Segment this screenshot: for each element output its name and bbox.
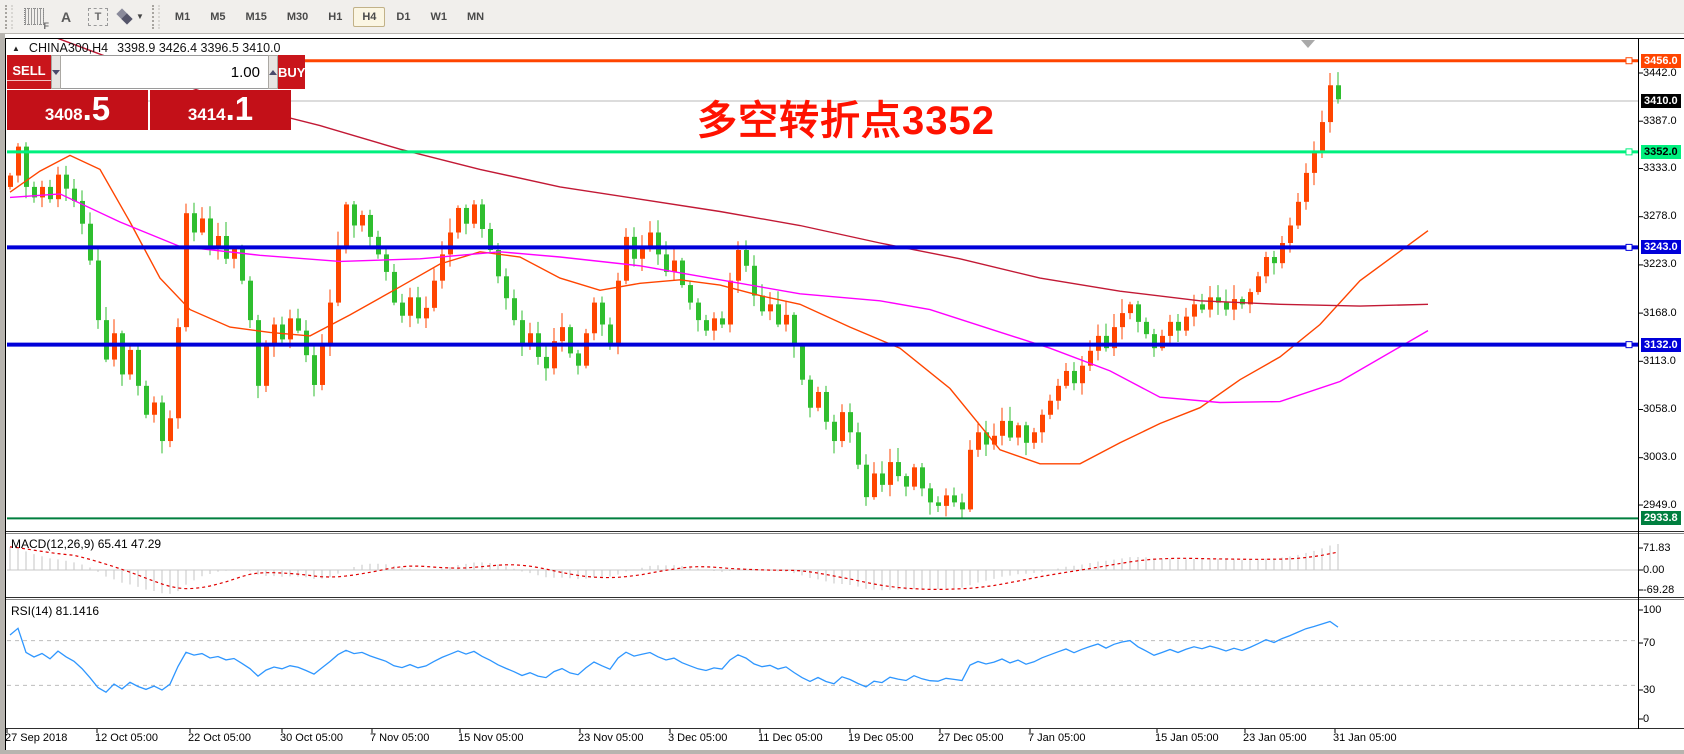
timeframe-m5[interactable]: M5: [210, 10, 226, 23]
macd-histogram: [9, 544, 1339, 594]
candles-layer: [8, 72, 1341, 519]
price-tick-label: 3223.0: [1643, 258, 1677, 271]
dotted-grid-f-icon[interactable]: F: [21, 5, 49, 31]
rsi-axis-label: 70: [1643, 636, 1656, 649]
fast-ma-line: [9, 154, 1429, 465]
price-level-label: 3352.0: [1641, 144, 1681, 159]
symbol-title: CHINA300,H4: [28, 41, 109, 55]
chart-header: ▲ CHINA300,H4 3398.9 3426.4 3396.5 3410.…: [12, 41, 280, 55]
text-a-icon[interactable]: A: [60, 8, 72, 25]
price-tick-label: 3333.0: [1643, 162, 1677, 175]
macd-label: MACD(12,26,9) 65.41 47.29: [11, 537, 162, 551]
chart-shift-marker-icon[interactable]: [1301, 40, 1315, 48]
date-tick-label: 19 Dec 05:00: [848, 732, 914, 744]
line-handle[interactable]: [1625, 57, 1633, 65]
macd-axis-label: 0.00: [1643, 563, 1665, 576]
line-handle[interactable]: [1625, 148, 1633, 156]
price-tick-label: 3278.0: [1643, 210, 1677, 223]
mid-ma-line: [9, 193, 1429, 404]
ohlc-quotes: 3398.9 3426.4 3396.5 3410.0: [117, 41, 281, 55]
chart-annotation-text[interactable]: 多空转折点3352: [697, 99, 995, 143]
date-tick-label: 12 Oct 05:00: [95, 732, 158, 744]
rsi-label: RSI(14) 81.1416: [11, 604, 100, 618]
line-handle[interactable]: [1625, 243, 1633, 251]
sell-price-button[interactable]: 3408.5: [7, 90, 148, 130]
buy-price-button[interactable]: 3414.1: [150, 90, 291, 130]
line-handle[interactable]: [1625, 341, 1633, 349]
timeframe-m1[interactable]: M1: [174, 10, 191, 23]
date-tick-label: 7 Jan 05:00: [1028, 732, 1086, 744]
macd-axis-label: 71.83: [1643, 541, 1671, 554]
window-bottom-edge: [0, 750, 1684, 754]
timeframe-bar: M1 M5 M15 M30 H1 H4 D1 W1 MN: [165, 6, 494, 27]
collapse-icon[interactable]: ▲: [12, 43, 20, 53]
buy-button[interactable]: BUY: [278, 55, 306, 89]
price-tick-label: 3003.0: [1643, 451, 1677, 464]
chart-window-left-border: [5, 38, 6, 750]
price-level-label: 3243.0: [1641, 240, 1681, 255]
price-tick-label: 3442.0: [1643, 66, 1677, 79]
price-tick-label: 3168.0: [1643, 306, 1677, 319]
price-tick-label: 3113.0: [1643, 354, 1676, 367]
macd-rsi-separator[interactable]: [6, 597, 1684, 598]
main-macd-separator-shade: [6, 533, 1684, 534]
price-tick-label: 3058.0: [1643, 402, 1677, 415]
timeframe-mn[interactable]: MN: [466, 10, 485, 23]
rsi-axis-label: 0: [1643, 712, 1650, 725]
date-tick-label: 27 Sep 2018: [5, 732, 68, 744]
dropdown-caret-icon: ▼: [136, 12, 144, 21]
date-tick-label: 23 Jan 05:00: [1243, 732, 1307, 744]
shapes-icon[interactable]: ▼: [116, 5, 144, 29]
sell-button[interactable]: SELL: [7, 55, 51, 89]
one-click-trade-panel: SELL BUY 3408.5 3414.1: [7, 55, 306, 130]
date-tick-label: 15 Jan 05:00: [1155, 732, 1219, 744]
date-tick-label: 22 Oct 05:00: [188, 732, 251, 744]
rsi-plot-layer: [7, 620, 1638, 694]
price-level-label: 3132.0: [1641, 337, 1681, 352]
timeframe-w1[interactable]: W1: [430, 10, 447, 23]
window-left-edge: [0, 34, 5, 754]
date-tick-label: 30 Oct 05:00: [280, 732, 343, 744]
macd-rsi-separator-shade: [6, 599, 1684, 600]
timeframe-m15[interactable]: M15: [245, 10, 267, 23]
date-tick-label: 3 Dec 05:00: [668, 732, 728, 744]
timeframe-d1[interactable]: D1: [396, 10, 411, 23]
toolbar-grip[interactable]: [151, 4, 160, 29]
date-tick-label: 11 Dec 05:00: [758, 732, 823, 744]
price-level-label: 3410.0: [1641, 94, 1681, 109]
rsi-line: [9, 620, 1339, 694]
date-tick-label: 7 Nov 05:00: [370, 732, 430, 744]
macd-signal-line: [9, 546, 1339, 591]
timeframe-m30[interactable]: M30: [286, 10, 309, 23]
toolbar-grip[interactable]: [5, 4, 13, 29]
rsi-axis-label: 30: [1643, 683, 1656, 696]
text-box-t-icon[interactable]: T: [85, 5, 111, 29]
date-tick-label: 23 Nov 05:00: [578, 732, 644, 744]
price-level-label: 3456.0: [1641, 53, 1681, 68]
timeframe-h1[interactable]: H1: [328, 10, 343, 23]
volume-decrease-button[interactable]: [51, 55, 61, 89]
date-tick-label: 15 Nov 05:00: [458, 732, 524, 744]
rsi-bottom-border: [6, 728, 1684, 729]
macd-plot-layer: [7, 544, 1638, 594]
price-tick-label: 3387.0: [1643, 114, 1677, 127]
main-macd-separator[interactable]: [6, 531, 1684, 532]
price-axis-line: [1638, 38, 1639, 729]
top-toolbar: F A T ▼ M1 M5 M15 M30 H1 H4 D1 W1 MN: [0, 0, 1684, 34]
volume-input[interactable]: [61, 55, 268, 89]
volume-increase-button[interactable]: [268, 55, 278, 89]
rsi-axis-label: 100: [1643, 603, 1662, 616]
price-tick-label: 2949.0: [1643, 498, 1677, 511]
date-tick-label: 31 Jan 05:00: [1333, 732, 1397, 744]
macd-axis-label: -69.28: [1643, 583, 1675, 596]
chart-window-top-border: [0, 38, 1684, 39]
price-level-label: 2933.8: [1641, 511, 1681, 526]
date-tick-label: 27 Dec 05:00: [938, 732, 1004, 744]
timeframe-h4[interactable]: H4: [353, 6, 386, 27]
